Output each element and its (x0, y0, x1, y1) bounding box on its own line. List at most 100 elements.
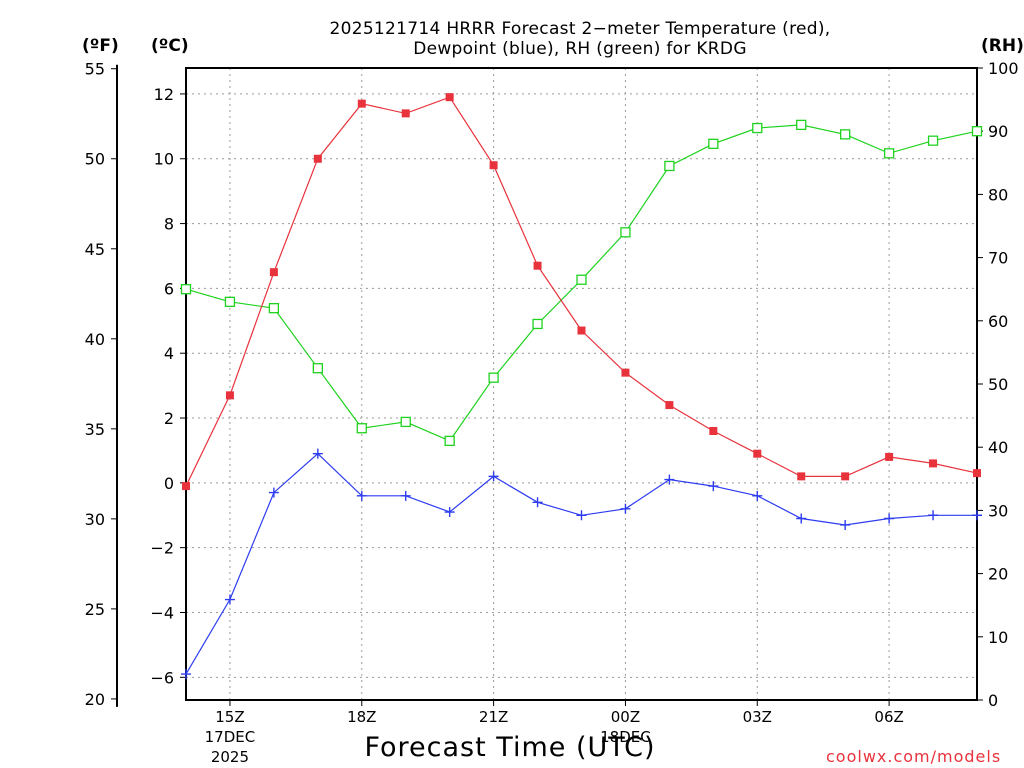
fahrenheit-tick-label: 20 (85, 690, 105, 709)
chart-title-line-2: Dewpoint (blue), RH (green) for KRDG (413, 39, 747, 59)
fahrenheit-tick-label: 45 (85, 240, 105, 259)
rh-point (971, 126, 983, 137)
dewpoint-point (620, 503, 631, 514)
temperature-point (621, 368, 630, 377)
dewpoint-point (356, 490, 367, 501)
rh-point (444, 435, 455, 447)
dewpoint-point (796, 513, 807, 524)
rh-point (840, 129, 851, 140)
rh-point (312, 363, 323, 374)
dewpoint-point (181, 669, 191, 680)
rh-tick-label: 50 (988, 375, 1008, 394)
rh-point (576, 274, 587, 285)
rh-tick-label: 100 (988, 59, 1019, 78)
celsius-tick-label: 6 (164, 279, 174, 298)
grid-lines (186, 68, 977, 700)
celsius-tick-label: −6 (150, 668, 174, 687)
fahrenheit-tick-label: 40 (85, 330, 105, 349)
rh-point (620, 227, 631, 238)
x-tick-label: 03Z (743, 708, 772, 726)
dewpoint-series-line (185, 452, 977, 675)
temperature-point (709, 426, 718, 435)
x-tick-label: 00Z (611, 708, 640, 726)
x-tick-sublabel: 2025 (211, 748, 249, 766)
temperature-point (182, 482, 190, 491)
celsius-unit-label: (ºC) (151, 36, 189, 56)
fahrenheit-tick-label: 25 (85, 600, 105, 619)
dewpoint-point (840, 519, 851, 530)
rh-point (532, 318, 543, 330)
x-tick-sublabel: 17DEC (205, 728, 256, 746)
dewpoint-point (708, 481, 719, 492)
x-tick-label: 21Z (479, 708, 508, 726)
rh-tick-label: 40 (988, 438, 1008, 457)
celsius-tick-label: 0 (164, 474, 174, 493)
rh-point (927, 135, 939, 146)
rh-point (180, 284, 192, 295)
celsius-tick-label: 4 (164, 344, 174, 363)
rh-unit-label: (RH) (981, 36, 1024, 56)
rh-tick-label: 10 (988, 628, 1008, 647)
temperature-point (929, 459, 938, 468)
rh-point (796, 119, 807, 131)
dewpoint-point (400, 490, 411, 501)
rh-tick-label: 20 (988, 565, 1008, 584)
data-series (180, 93, 983, 680)
fahrenheit-tick-label: 55 (85, 60, 105, 79)
source-credit: coolwx.com/models (826, 747, 1002, 766)
rh-tick-label: 80 (988, 185, 1008, 204)
rh-point (664, 160, 675, 172)
temperature-point (533, 261, 542, 270)
x-tick-label: 06Z (874, 708, 903, 726)
rh-point (708, 138, 719, 149)
dewpoint-point (752, 490, 763, 501)
plot-frame (185, 67, 978, 701)
dewpoint-point (664, 474, 675, 485)
dewpoint-point (884, 513, 895, 524)
celsius-tick-label: −2 (150, 539, 174, 558)
celsius-tick-label: 10 (154, 150, 174, 169)
temperature-point (357, 99, 366, 108)
rh-tick-label: 90 (988, 122, 1008, 141)
rh-tick-label: 0 (988, 691, 998, 710)
dewpoint-point (312, 448, 323, 459)
rh-point (224, 296, 236, 307)
rh-tick-label: 60 (988, 312, 1008, 331)
rh-point (356, 423, 367, 434)
dewpoint-point (576, 510, 587, 521)
rh-tick-label: 70 (988, 249, 1008, 268)
x-tick-label: 15Z (215, 708, 244, 726)
temperature-point (973, 469, 981, 478)
fahrenheit-tick-label: 50 (85, 150, 105, 169)
temperature-point (225, 391, 234, 400)
temperature-point (577, 326, 586, 335)
dewpoint-point (532, 497, 543, 508)
temperature-point (313, 154, 322, 163)
rh-point (883, 148, 895, 159)
temperature-point (841, 472, 850, 481)
fahrenheit-tick-label: 30 (85, 510, 105, 529)
dewpoint-point (928, 510, 939, 521)
rh-point (400, 416, 411, 428)
temperature-point (885, 452, 894, 461)
temperature-point (489, 161, 498, 170)
temperature-point (753, 449, 762, 458)
fahrenheit-unit-label: (ºF) (82, 36, 119, 56)
temperature-point (269, 268, 278, 277)
chart-title-line-1: 2025121714 HRRR Forecast 2−meter Tempera… (329, 19, 831, 39)
fahrenheit-tick-label: 35 (85, 420, 105, 439)
temperature-point (445, 93, 454, 102)
dewpoint-point (268, 487, 279, 498)
temperature-point (665, 401, 674, 410)
rh-point (488, 372, 499, 383)
temperature-point (797, 472, 806, 481)
celsius-tick-label: 2 (164, 409, 174, 428)
celsius-tick-label: 8 (164, 215, 174, 234)
temperature-series-line (185, 96, 978, 487)
x-axis-title: Forecast Time (UTC) (364, 732, 656, 763)
rh-point (268, 303, 280, 314)
x-tick-label: 18Z (347, 708, 376, 726)
dewpoint-point (444, 507, 455, 518)
